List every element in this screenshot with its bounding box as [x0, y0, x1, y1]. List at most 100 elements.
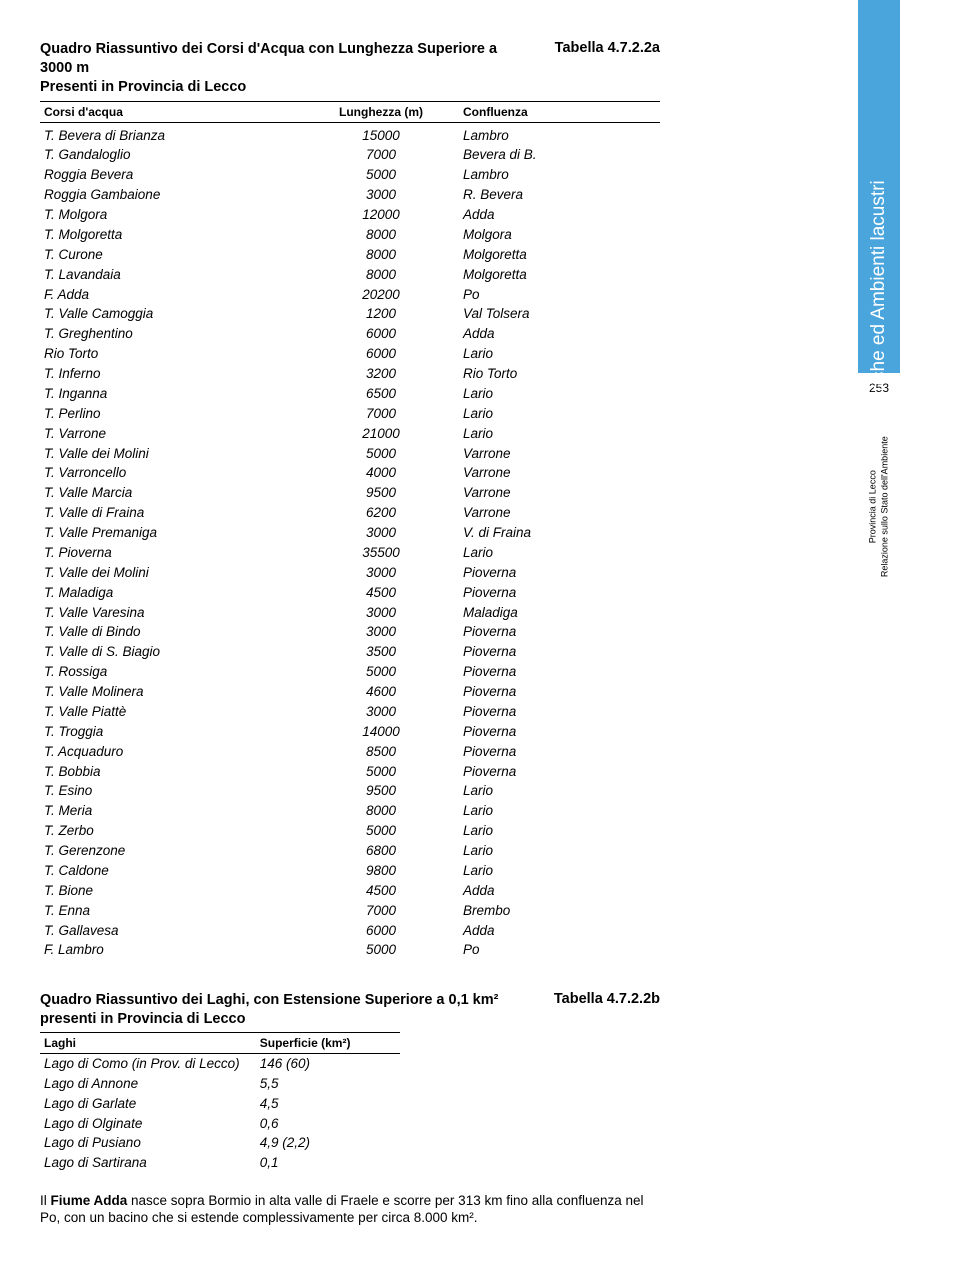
rivers-table: Corsi d'acqua Lunghezza (m) Confluenza T…: [40, 101, 660, 961]
table-cell: T. Inferno: [40, 365, 319, 385]
table-cell: Pioverna: [443, 643, 660, 663]
table-cell: T. Valle di Bindo: [40, 623, 319, 643]
side-tab: 4.7 Risorse idriche ed Ambienti lacustri…: [858, 0, 900, 560]
table-cell: T. Maladiga: [40, 583, 319, 603]
table-cell: 20200: [319, 285, 443, 305]
body-p1-part1: Il: [40, 1193, 51, 1208]
table-row: T. Varrone21000Lario: [40, 424, 660, 444]
table-row: F. Lambro5000Po: [40, 941, 660, 961]
table-cell: Lario: [443, 543, 660, 563]
table-cell: Pioverna: [443, 563, 660, 583]
table-cell: T. Varrone: [40, 424, 319, 444]
table-cell: 9800: [319, 861, 443, 881]
table-cell: T. Valle Varesina: [40, 603, 319, 623]
table-cell: T. Varroncello: [40, 464, 319, 484]
table-cell: 14000: [319, 722, 443, 742]
table-cell: Rio Torto: [443, 365, 660, 385]
table-cell: 9500: [319, 484, 443, 504]
table-cell: Molgora: [443, 225, 660, 245]
table-cell: Po: [443, 941, 660, 961]
table-cell: Lario: [443, 424, 660, 444]
table-cell: Lario: [443, 802, 660, 822]
table-row: T. Gandaloglio7000Bevera di B.: [40, 146, 660, 166]
table-row: Lago di Como (in Prov. di Lecco)146 (60): [40, 1054, 400, 1074]
table-cell: Lario: [443, 384, 660, 404]
table-cell: Lario: [443, 842, 660, 862]
table-cell: 7000: [319, 901, 443, 921]
table-cell: 7000: [319, 146, 443, 166]
table-cell: 6200: [319, 504, 443, 524]
table-cell: 3000: [319, 623, 443, 643]
table-cell: 3000: [319, 186, 443, 206]
table-cell: 4500: [319, 881, 443, 901]
table-cell: T. Bevera di Brianza: [40, 122, 319, 146]
table-cell: Rio Torto: [40, 345, 319, 365]
table-row: T. Troggia14000Pioverna: [40, 722, 660, 742]
table-row: T. Pioverna35500Lario: [40, 543, 660, 563]
table-row: T. Valle Varesina3000Maladiga: [40, 603, 660, 623]
table1-col2: Confluenza: [443, 101, 660, 122]
table-cell: Bevera di B.: [443, 146, 660, 166]
table1-title-line2: Presenti in Provincia di Lecco: [40, 79, 246, 95]
table-cell: Brembo: [443, 901, 660, 921]
table-cell: T. Meria: [40, 802, 319, 822]
table-cell: Lario: [443, 345, 660, 365]
table-cell: T. Gandaloglio: [40, 146, 319, 166]
table-cell: Pioverna: [443, 702, 660, 722]
table-cell: 6800: [319, 842, 443, 862]
table2-col1: Superficie (km²): [256, 1033, 400, 1054]
table-cell: T. Troggia: [40, 722, 319, 742]
table-row: T. Molgora12000Adda: [40, 206, 660, 226]
table-cell: Lago di Annone: [40, 1074, 256, 1094]
table-cell: T. Valle Piattè: [40, 702, 319, 722]
table-cell: Lago di Garlate: [40, 1094, 256, 1114]
table-row: Rio Torto6000Lario: [40, 345, 660, 365]
table2-title-line2: presenti in Provincia di Lecco: [40, 1011, 245, 1027]
table-cell: Pioverna: [443, 722, 660, 742]
table-cell: T. Lavandaia: [40, 265, 319, 285]
table-cell: 0,1: [256, 1154, 400, 1174]
table-cell: 4600: [319, 683, 443, 703]
table-row: Lago di Pusiano4,9 (2,2): [40, 1134, 400, 1154]
table-cell: 5000: [319, 444, 443, 464]
table-row: T. Valle Piattè3000Pioverna: [40, 702, 660, 722]
table-cell: T. Gerenzone: [40, 842, 319, 862]
table-cell: Pioverna: [443, 742, 660, 762]
table-cell: 8500: [319, 742, 443, 762]
doc-line1: Provincia di Lecco: [867, 470, 877, 543]
table-row: T. Zerbo5000Lario: [40, 822, 660, 842]
table-row: T. Inganna6500Lario: [40, 384, 660, 404]
table-cell: T. Curone: [40, 245, 319, 265]
table-cell: 4500: [319, 583, 443, 603]
table-cell: T. Enna: [40, 901, 319, 921]
table-cell: Varrone: [443, 504, 660, 524]
table-row: T. Curone8000Molgoretta: [40, 245, 660, 265]
table-row: T. Gallavesa6000Adda: [40, 921, 660, 941]
doc-info: Provincia di Lecco Relazione sullo Stato…: [858, 405, 900, 561]
table-cell: Molgoretta: [443, 265, 660, 285]
table-row: T. Enna7000Brembo: [40, 901, 660, 921]
table-cell: Roggia Gambaione: [40, 186, 319, 206]
body-p1-bold: Fiume Adda: [51, 1193, 128, 1208]
table-cell: T. Bobbia: [40, 762, 319, 782]
table1-col1: Lunghezza (m): [319, 101, 443, 122]
table-cell: T. Valle di S. Biagio: [40, 643, 319, 663]
table-cell: Pioverna: [443, 762, 660, 782]
table-row: T. Valle Marcia9500Varrone: [40, 484, 660, 504]
table-cell: Varrone: [443, 444, 660, 464]
table-cell: V. di Fraina: [443, 524, 660, 544]
table-row: T. Valle dei Molini5000Varrone: [40, 444, 660, 464]
table-cell: Varrone: [443, 464, 660, 484]
table-cell: 146 (60): [256, 1054, 400, 1074]
table-cell: Pioverna: [443, 583, 660, 603]
table-row: T. Valle di Bindo3000Pioverna: [40, 623, 660, 643]
table-cell: Lario: [443, 404, 660, 424]
table-cell: 6000: [319, 325, 443, 345]
table-row: T. Perlino7000Lario: [40, 404, 660, 424]
table-row: T. Bevera di Brianza15000Lambro: [40, 122, 660, 146]
table-cell: 4,5: [256, 1094, 400, 1114]
table-cell: T. Molgora: [40, 206, 319, 226]
table-cell: 5000: [319, 663, 443, 683]
table-cell: 15000: [319, 122, 443, 146]
table2-label: Tabella 4.7.2.2b: [524, 991, 660, 1007]
